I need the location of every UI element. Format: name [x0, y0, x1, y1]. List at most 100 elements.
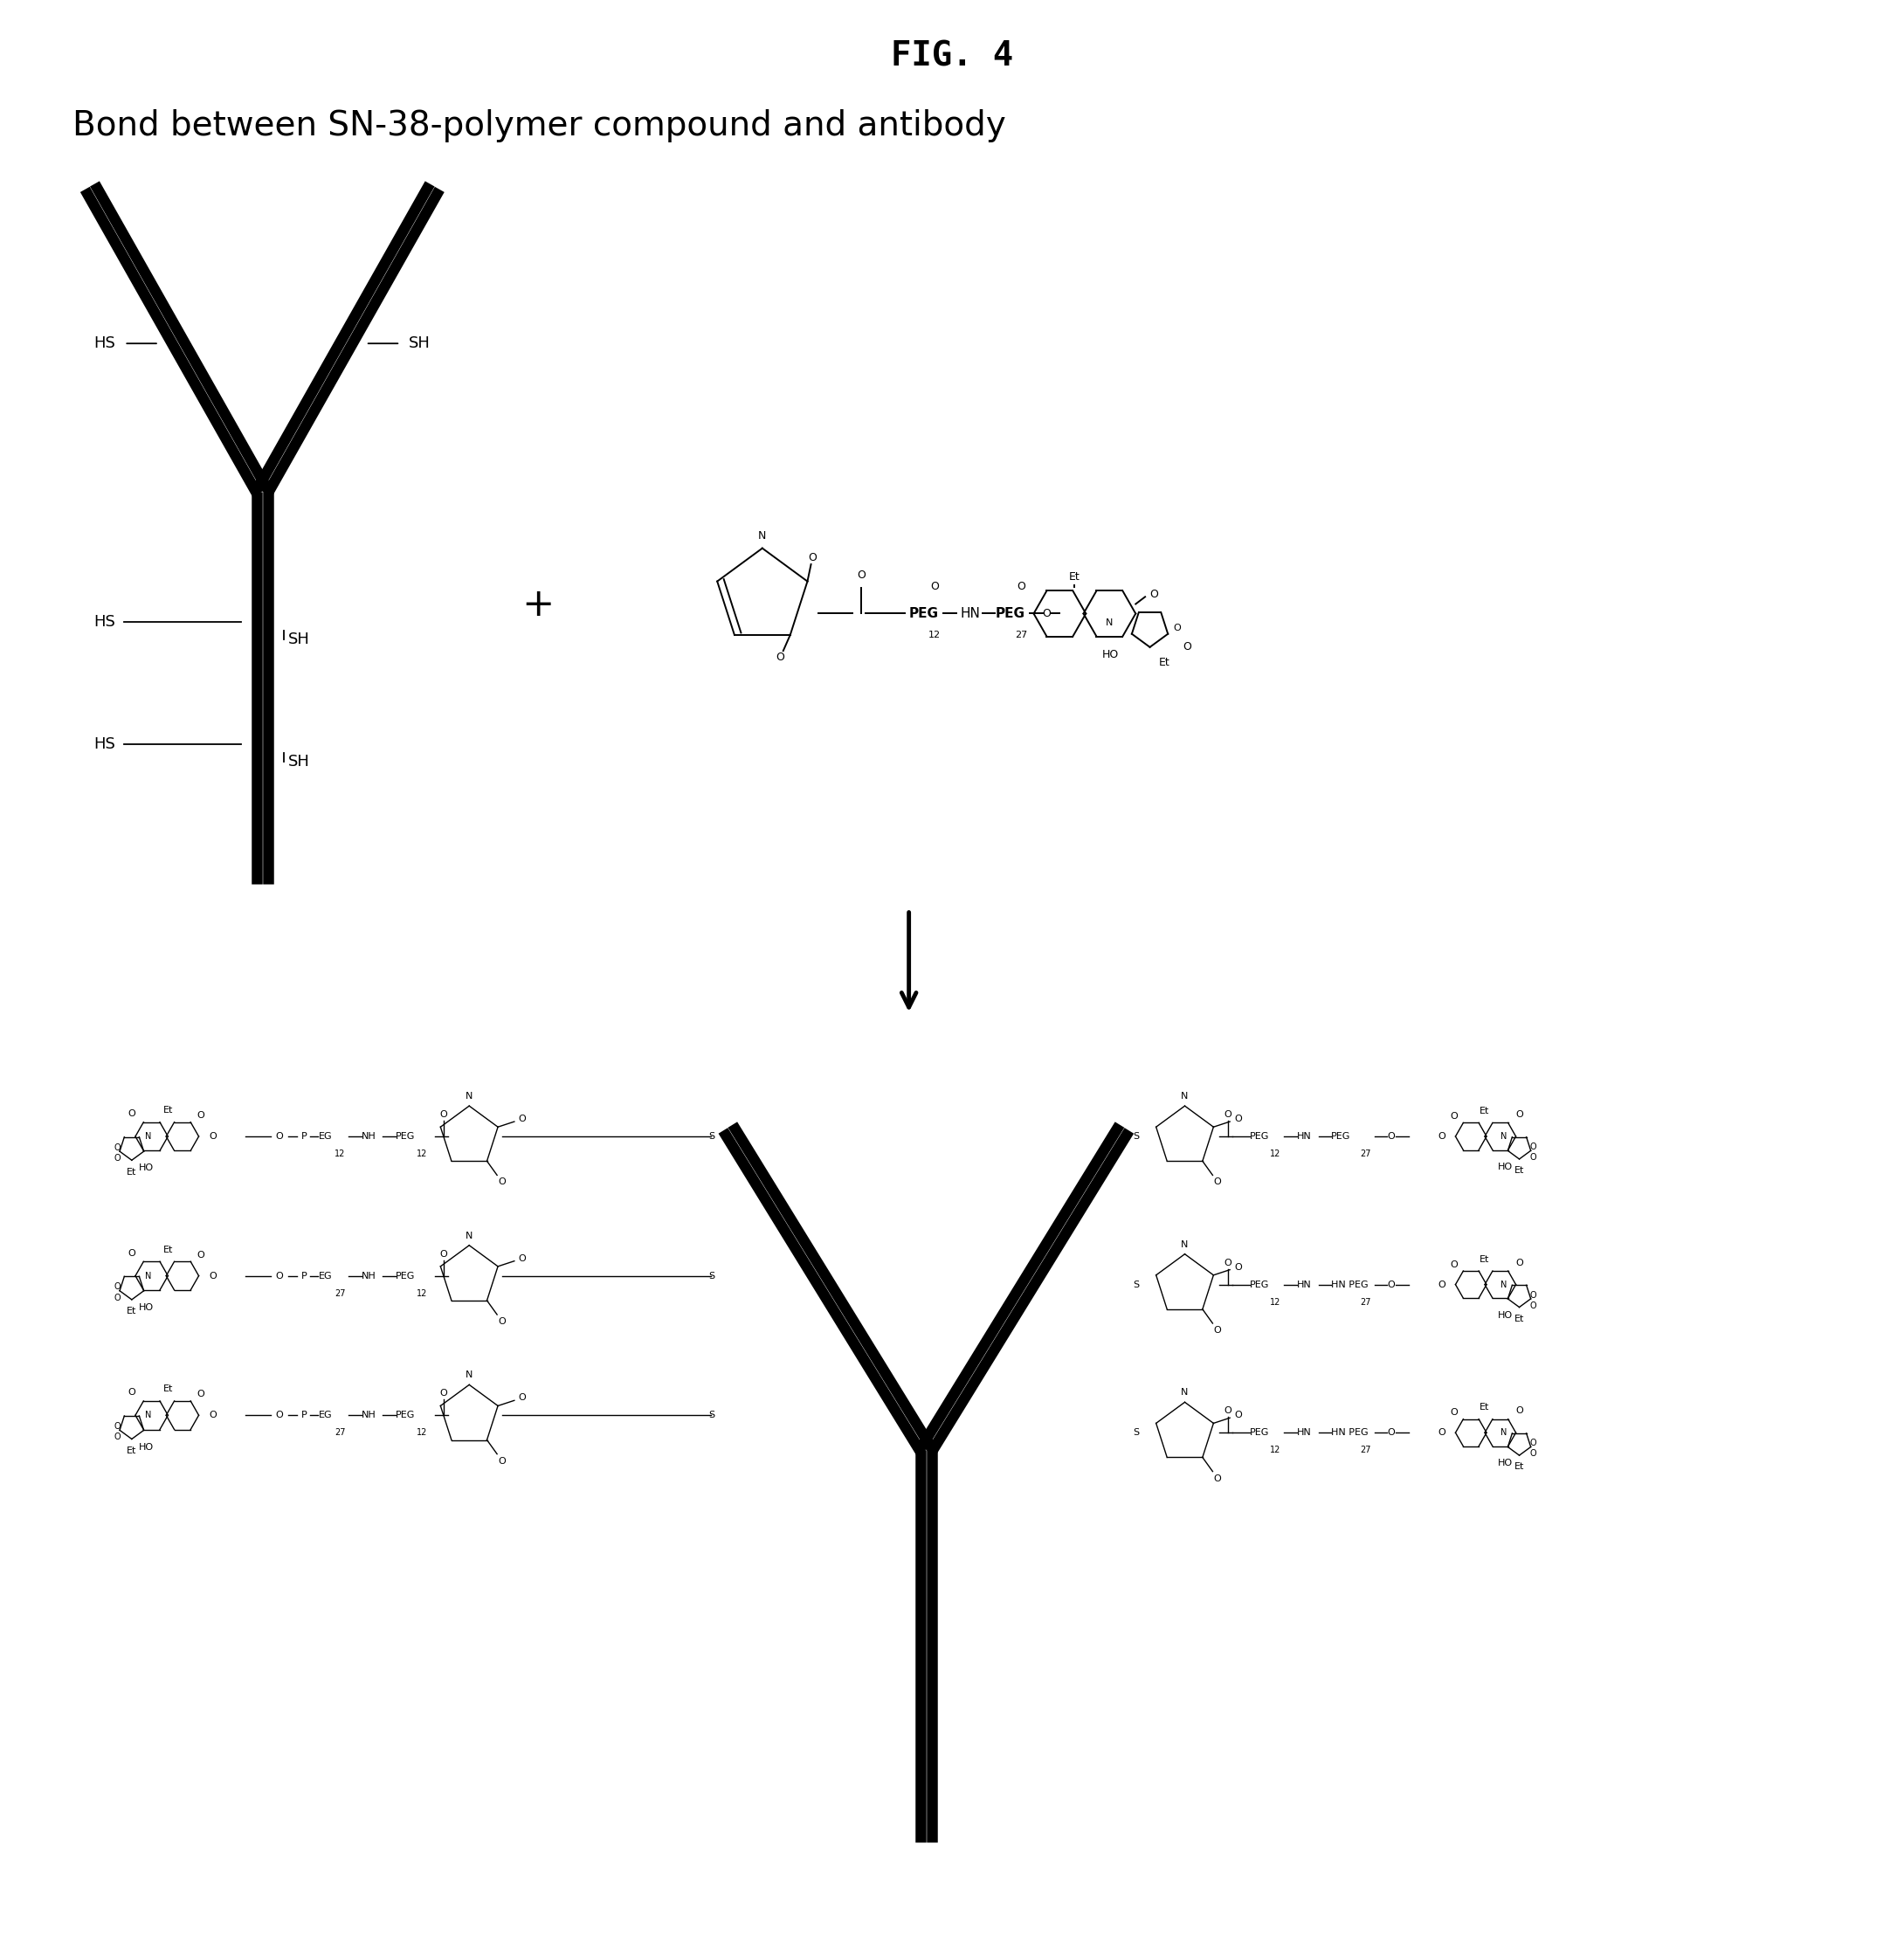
Text: HN: HN: [962, 607, 981, 620]
Text: PEG: PEG: [1249, 1280, 1268, 1289]
Text: P: P: [301, 1411, 307, 1419]
Text: O: O: [1150, 590, 1158, 599]
Text: Et: Et: [1514, 1461, 1525, 1471]
Text: O: O: [440, 1390, 447, 1398]
Text: 12: 12: [417, 1428, 426, 1436]
Text: N: N: [758, 530, 767, 541]
Text: EG: EG: [318, 1272, 331, 1280]
Text: O: O: [209, 1133, 217, 1140]
Text: O: O: [518, 1394, 526, 1401]
Text: N: N: [1500, 1133, 1506, 1140]
Text: O: O: [209, 1411, 217, 1419]
Text: HO: HO: [1102, 649, 1120, 659]
Text: PEG: PEG: [1249, 1133, 1268, 1140]
Text: HO: HO: [1498, 1162, 1514, 1171]
Text: HS: HS: [93, 736, 116, 752]
Text: Et: Et: [128, 1446, 137, 1456]
Text: P: P: [301, 1133, 307, 1140]
Text: HS: HS: [93, 336, 116, 352]
Text: N: N: [1180, 1388, 1188, 1398]
Text: S: S: [1133, 1133, 1139, 1140]
Text: 12: 12: [335, 1150, 345, 1158]
Text: O: O: [499, 1316, 506, 1326]
Text: HO: HO: [1498, 1459, 1514, 1467]
Text: O: O: [1451, 1409, 1458, 1417]
Text: NH: NH: [362, 1272, 377, 1280]
Text: O: O: [1215, 1475, 1222, 1483]
Text: O: O: [1529, 1142, 1537, 1152]
Text: SH: SH: [288, 754, 310, 769]
Text: O: O: [499, 1177, 506, 1187]
Text: N: N: [1500, 1428, 1506, 1436]
Text: O: O: [1388, 1280, 1396, 1289]
Text: N: N: [145, 1411, 150, 1419]
Text: N: N: [145, 1272, 150, 1280]
Text: O: O: [1388, 1428, 1396, 1436]
Text: N: N: [1180, 1092, 1188, 1100]
Text: PEG: PEG: [908, 607, 939, 620]
Text: 27: 27: [1359, 1150, 1371, 1158]
Text: O: O: [114, 1293, 120, 1303]
Text: O: O: [1234, 1411, 1241, 1419]
Text: HN: HN: [1297, 1280, 1312, 1289]
Text: Et: Et: [1479, 1403, 1489, 1411]
Text: HN PEG: HN PEG: [1331, 1280, 1369, 1289]
Text: N: N: [1106, 619, 1114, 628]
Text: O: O: [1438, 1280, 1445, 1289]
Text: O: O: [1234, 1262, 1241, 1272]
Text: O: O: [1017, 580, 1024, 591]
Text: HO: HO: [139, 1303, 154, 1313]
Text: O: O: [1516, 1258, 1523, 1268]
Text: O: O: [1234, 1115, 1241, 1123]
Text: O: O: [1529, 1301, 1537, 1311]
Text: O: O: [209, 1272, 217, 1280]
Text: O: O: [114, 1432, 120, 1442]
Text: O: O: [1224, 1258, 1232, 1268]
Text: O: O: [1215, 1177, 1222, 1187]
Text: S: S: [708, 1411, 714, 1419]
Text: NH: NH: [362, 1133, 377, 1140]
Text: O: O: [1173, 624, 1180, 632]
Text: Et: Et: [128, 1168, 137, 1177]
Text: Et: Et: [1158, 657, 1169, 669]
Text: HO: HO: [139, 1164, 154, 1173]
Text: S: S: [708, 1133, 714, 1140]
Text: O: O: [114, 1423, 120, 1430]
Text: SH: SH: [288, 632, 310, 648]
Text: O: O: [1388, 1133, 1396, 1140]
Text: O: O: [128, 1388, 135, 1398]
Text: O: O: [931, 580, 939, 591]
Text: O: O: [196, 1251, 204, 1260]
Text: 27: 27: [335, 1289, 345, 1297]
Text: Et: Et: [164, 1106, 173, 1115]
Text: O: O: [499, 1457, 506, 1465]
Text: S: S: [1133, 1428, 1139, 1436]
Text: 27: 27: [335, 1428, 345, 1436]
Text: Et: Et: [164, 1384, 173, 1394]
Text: O: O: [1451, 1111, 1458, 1121]
Text: O: O: [857, 568, 866, 580]
Text: O: O: [1215, 1326, 1222, 1336]
Text: O: O: [1182, 642, 1192, 653]
Text: 12: 12: [1270, 1446, 1281, 1454]
Text: S: S: [708, 1272, 714, 1280]
Text: O: O: [807, 551, 817, 563]
Text: O: O: [440, 1110, 447, 1119]
Text: N: N: [466, 1231, 472, 1241]
Text: 27: 27: [1359, 1446, 1371, 1454]
Text: 12: 12: [1270, 1150, 1281, 1158]
Text: O: O: [114, 1142, 120, 1152]
Text: 27: 27: [1015, 630, 1026, 640]
Text: O: O: [276, 1272, 284, 1280]
Text: O: O: [518, 1115, 526, 1123]
Text: O: O: [1516, 1110, 1523, 1119]
Text: PEG: PEG: [1331, 1133, 1350, 1140]
Text: O: O: [1451, 1260, 1458, 1268]
Text: N: N: [466, 1370, 472, 1380]
Text: Et: Et: [1068, 570, 1080, 582]
Text: O: O: [1438, 1428, 1445, 1436]
Text: 12: 12: [929, 630, 941, 640]
Text: EG: EG: [318, 1411, 331, 1419]
Text: S: S: [1133, 1280, 1139, 1289]
Text: O: O: [1516, 1407, 1523, 1415]
